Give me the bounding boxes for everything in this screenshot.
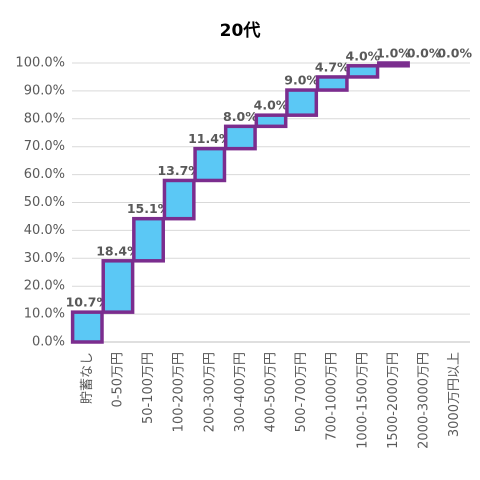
value-label: 0.0% (407, 46, 442, 61)
bar (70, 310, 104, 344)
bar (346, 64, 380, 79)
y-tick-label: 60.0% (24, 167, 65, 182)
x-tick-label: 50-100万円 (141, 352, 156, 424)
y-tick-label: 40.0% (24, 223, 65, 238)
value-label: 0.0% (437, 46, 472, 61)
y-tick-label: 80.0% (24, 111, 65, 126)
value-label: 9.0% (284, 73, 319, 88)
value-label: 4.7% (315, 59, 350, 74)
y-tick-label: 10.0% (24, 307, 65, 322)
bar (162, 178, 196, 221)
bar (193, 146, 227, 183)
y-tick-label: 0.0% (32, 335, 65, 350)
y-tick-label: 70.0% (24, 139, 65, 154)
value-label: 1.0% (376, 46, 411, 61)
x-tick-label: 1500-2000万円 (386, 352, 401, 449)
x-tick-label: 500-700万円 (294, 352, 309, 432)
y-tick-label: 50.0% (24, 195, 65, 210)
bar (285, 88, 319, 117)
value-label: 13.7% (157, 163, 201, 178)
x-tick-label: 貯蓄なし (80, 352, 95, 404)
x-tick-label: 200-300万円 (202, 352, 217, 432)
value-label: 4.0% (254, 98, 289, 113)
bar (315, 75, 349, 92)
x-tick-label: 700-1000万円 (325, 352, 340, 441)
y-tick-label: 30.0% (24, 251, 65, 266)
value-label: 10.7% (66, 295, 110, 310)
x-tick-label: 400-500万円 (264, 352, 279, 432)
value-label: 8.0% (223, 109, 258, 124)
bar (223, 124, 257, 151)
x-tick-label: 300-400万円 (233, 352, 248, 432)
y-tick-label: 90.0% (24, 83, 65, 98)
value-label: 11.4% (188, 131, 232, 146)
bar (101, 259, 135, 314)
bar (254, 113, 288, 129)
y-tick-label: 100.0% (15, 56, 65, 71)
y-tick-label: 20.0% (24, 279, 65, 294)
x-tick-label: 3000万円以上 (447, 352, 462, 437)
x-tick-label: 100-200万円 (172, 352, 187, 432)
value-label: 15.1% (127, 201, 171, 216)
value-label: 4.0% (346, 48, 381, 63)
bar (377, 61, 410, 68)
chart-title: 20代 (220, 20, 261, 41)
x-tick-label: 0-50万円 (110, 352, 125, 408)
bar (132, 216, 165, 263)
value-label: 18.4% (96, 243, 140, 258)
x-tick-label: 1000-1500万円 (355, 352, 370, 449)
x-tick-label: 2000-3000万円 (417, 352, 432, 449)
